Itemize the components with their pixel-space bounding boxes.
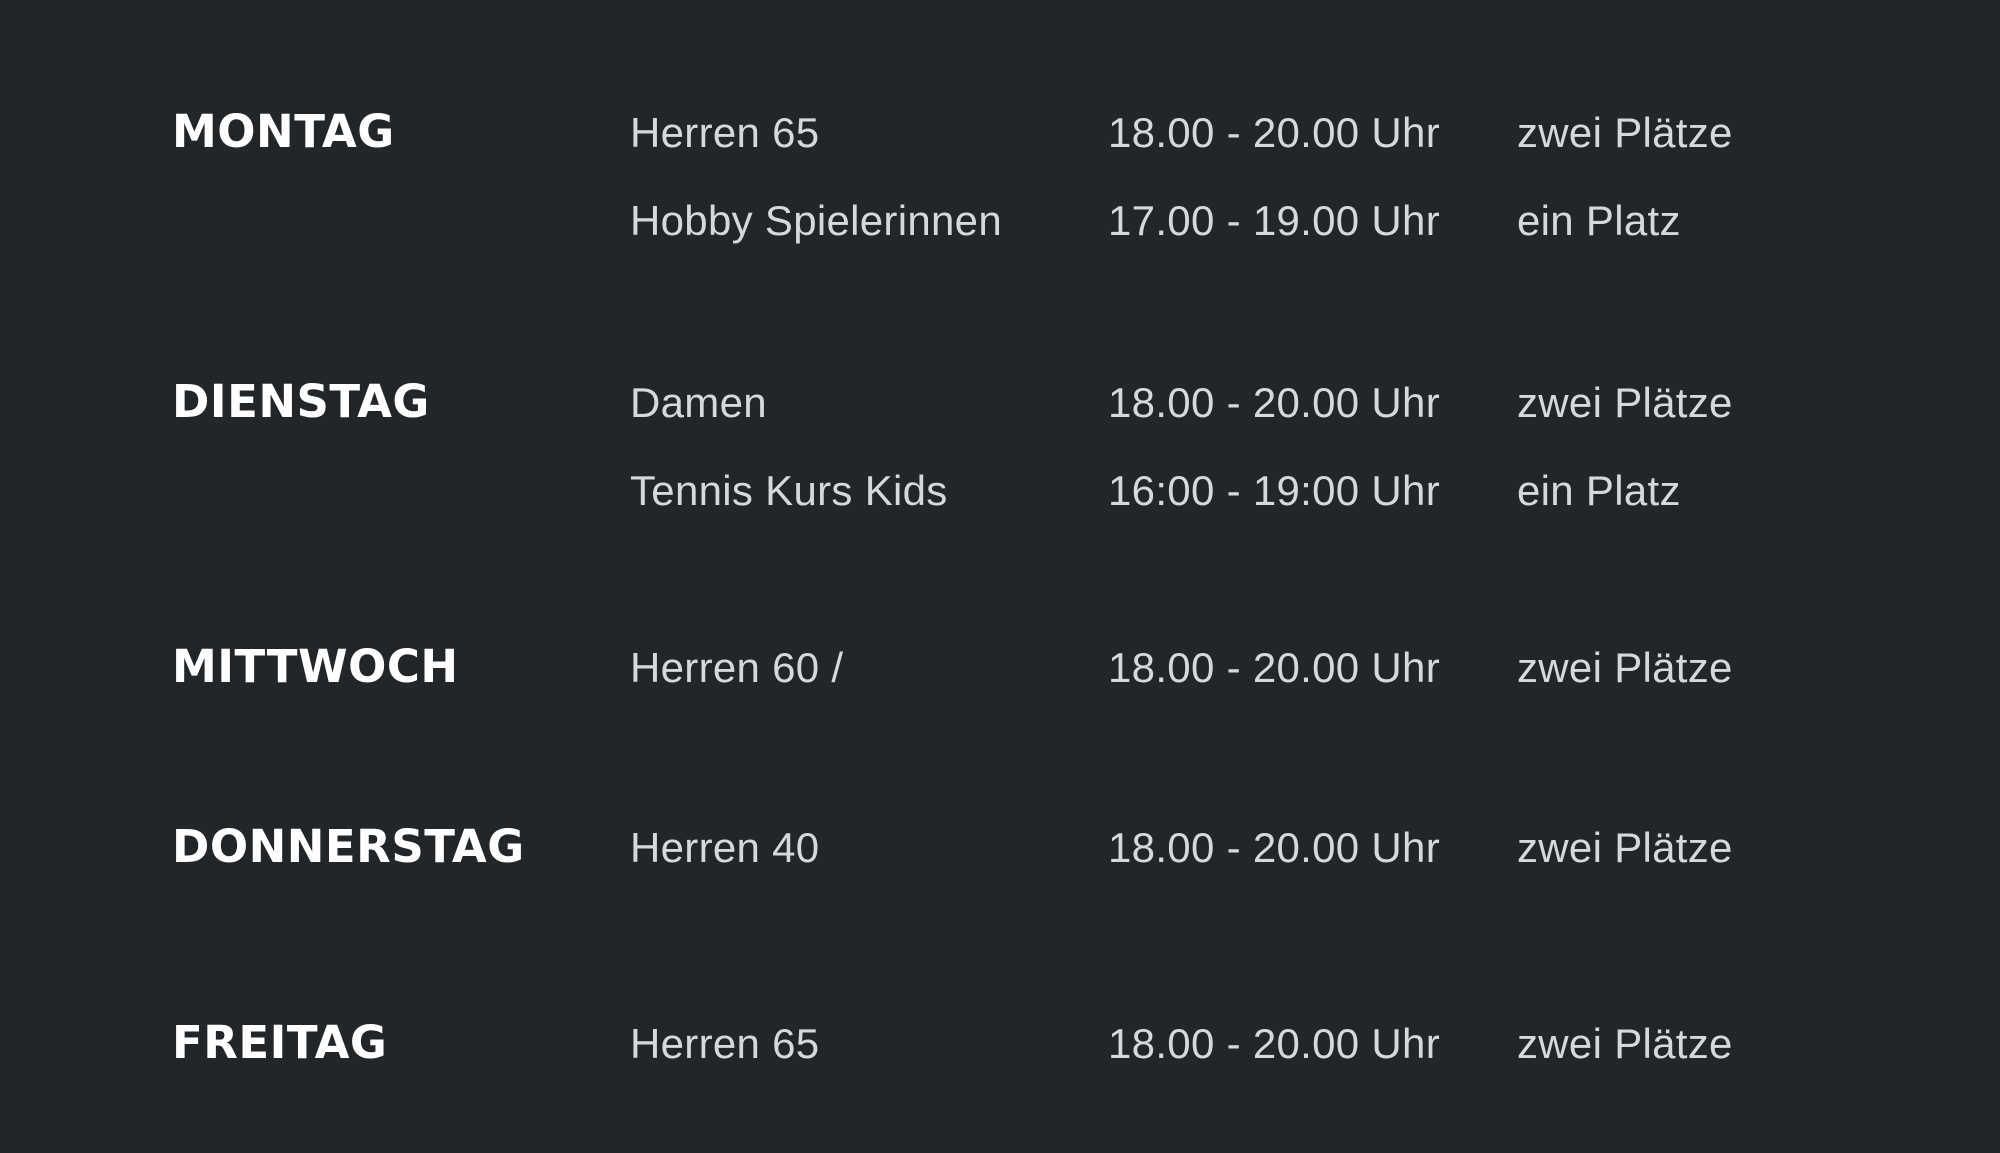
day-label-mittwoch: MITTWOCH <box>172 640 459 693</box>
time-label: 18.00 - 20.00 Uhr <box>1108 1020 1440 1067</box>
courts-label: zwei Plätze <box>1517 379 1733 426</box>
schedule-row: Hobby Spielerinnen 17.00 - 19.00 Uhr ein… <box>0 196 2000 246</box>
time-label: 18.00 - 20.00 Uhr <box>1108 644 1440 691</box>
group-label: Herren 65 <box>630 1020 820 1067</box>
day-label-montag: MONTAG <box>172 105 395 158</box>
day-label-freitag: FREITAG <box>172 1016 388 1069</box>
group-label: Herren 40 <box>630 824 820 871</box>
courts-label: zwei Plätze <box>1517 1020 1733 1067</box>
group-label: Damen <box>630 379 767 426</box>
time-label: 17.00 - 19.00 Uhr <box>1108 197 1440 244</box>
time-label: 18.00 - 20.00 Uhr <box>1108 824 1440 871</box>
schedule-row: MONTAG Herren 65 18.00 - 20.00 Uhr zwei … <box>0 106 2000 158</box>
schedule-row: DIENSTAG Damen 18.00 - 20.00 Uhr zwei Pl… <box>0 376 2000 428</box>
courts-label: ein Platz <box>1517 197 1681 244</box>
day-label-dienstag: DIENSTAG <box>172 375 430 428</box>
group-label: Herren 60 / <box>630 644 844 691</box>
courts-label: zwei Plätze <box>1517 109 1733 156</box>
schedule-row: Tennis Kurs Kids 16:00 - 19:00 Uhr ein P… <box>0 466 2000 516</box>
schedule-row: DONNERSTAG Herren 40 18.00 - 20.00 Uhr z… <box>0 821 2000 873</box>
time-label: 16:00 - 19:00 Uhr <box>1108 467 1440 514</box>
group-label: Herren 65 <box>630 109 820 156</box>
courts-label: ein Platz <box>1517 467 1681 514</box>
day-label-donnerstag: DONNERSTAG <box>172 820 525 873</box>
group-label: Hobby Spielerinnen <box>630 197 1002 244</box>
time-label: 18.00 - 20.00 Uhr <box>1108 109 1440 156</box>
schedule-row: MITTWOCH Herren 60 / 18.00 - 20.00 Uhr z… <box>0 641 2000 693</box>
group-label: Tennis Kurs Kids <box>630 467 948 514</box>
time-label: 18.00 - 20.00 Uhr <box>1108 379 1440 426</box>
courts-label: zwei Plätze <box>1517 644 1733 691</box>
schedule-row: FREITAG Herren 65 18.00 - 20.00 Uhr zwei… <box>0 1017 2000 1069</box>
courts-label: zwei Plätze <box>1517 824 1733 871</box>
